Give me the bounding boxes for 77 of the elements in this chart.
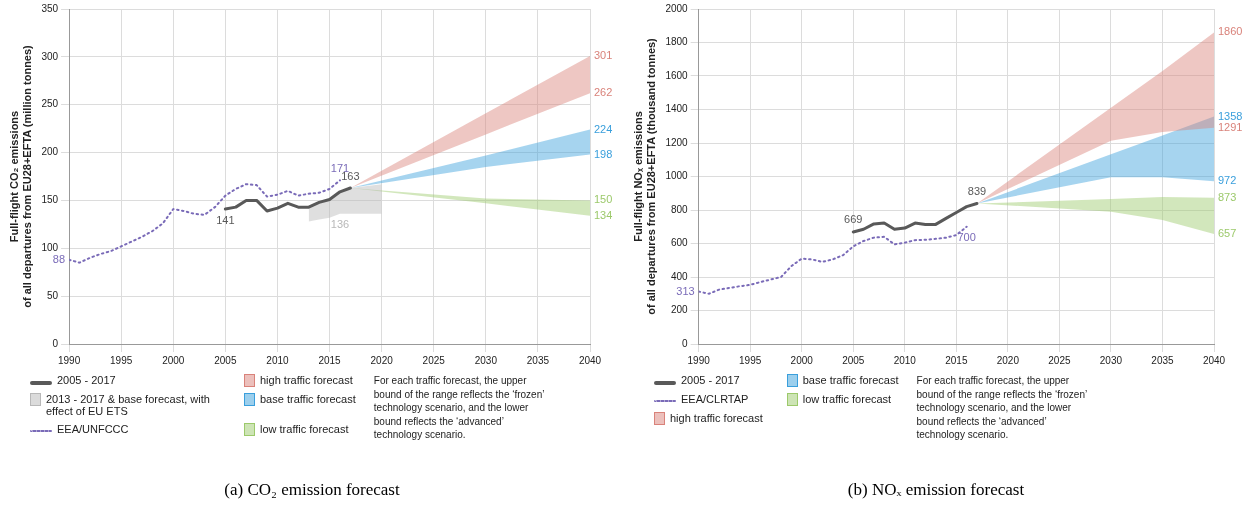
annotation: 1291: [1218, 120, 1243, 133]
legend-label: high traffic forecast: [670, 412, 763, 424]
annotation: 873: [1218, 190, 1237, 203]
y-tick-label: 800: [670, 203, 689, 215]
annotation: 313: [676, 284, 695, 297]
text: (a) CO₂ emission forecast: [223, 480, 401, 500]
annotation: 262: [594, 86, 613, 99]
annotation: 700: [957, 231, 976, 244]
annotation: 136: [330, 218, 350, 231]
x-tick-label: 2005: [842, 354, 865, 366]
y-tick-label: 300: [41, 50, 59, 62]
legend-label: 2013 - 2017 & base forecast, with effect of EU ETS: [46, 393, 211, 417]
y-tick-label: 1200: [665, 136, 689, 148]
x-tick-label: 2000: [790, 354, 814, 366]
y-axis-title: Full-flight CO₂ emissions of all departures from EU28+EFTA (million tonnes): [7, 44, 33, 308]
x-tick-label: 2040: [578, 354, 602, 366]
annotation: 88: [52, 252, 66, 265]
x-tick-label: 2035: [1151, 354, 1175, 366]
y-tick-label: 250: [41, 98, 59, 110]
y-tick-label: 1400: [665, 103, 689, 115]
x-tick-label: 2025: [422, 354, 446, 366]
x-tick-label: 2005: [214, 354, 237, 366]
annotation: 657: [1218, 226, 1237, 239]
legend-label: EEA/UNFCCC: [57, 423, 129, 435]
x-tick-label: 2000: [162, 354, 185, 366]
legend-label: 2005 - 2017: [57, 374, 116, 386]
x-tick-label: 1990: [687, 354, 711, 366]
x-tick-label: 2015: [318, 354, 342, 366]
x-tick-label: 2040: [1202, 354, 1226, 366]
y-tick-label: 200: [670, 304, 689, 316]
y-tick-label: 350: [41, 2, 59, 14]
x-tick-label: 2035: [526, 354, 550, 366]
y-tick-label: 1800: [665, 36, 689, 48]
annotation: 134: [594, 208, 613, 221]
annotation: 972: [1218, 174, 1237, 187]
legend-label: low traffic forecast: [260, 423, 349, 435]
x-tick-label: 2010: [893, 354, 917, 366]
x-tick-label: 2025: [1048, 354, 1071, 366]
y-tick-label: 0: [52, 337, 59, 349]
x-tick-label: 2030: [474, 354, 498, 366]
annotation: 150: [594, 193, 613, 206]
annotation: 1860: [1218, 25, 1243, 38]
x-tick-label: 2010: [266, 354, 290, 366]
text: For each traffic forecast, the upper bound of the range reflects the ‘frozen’ technology scenario, and the lower bound reflects the ‘advanced’ technology scenario.: [916, 374, 1088, 442]
annotation: 224: [594, 122, 613, 135]
x-tick-label: 1995: [110, 354, 133, 366]
annotation: 301: [594, 48, 613, 61]
x-tick-label: 2015: [945, 354, 968, 366]
annotation: 198: [594, 147, 613, 160]
x-tick-label: 1990: [57, 354, 81, 366]
x-tick-label: 2020: [996, 354, 1020, 366]
legend-label: base traffic forecast: [802, 374, 899, 386]
annotation: 839: [967, 185, 987, 197]
annotation: 141: [216, 213, 235, 226]
y-tick-label: 400: [670, 270, 689, 282]
legend-label: base traffic forecast: [260, 393, 356, 405]
legend-label: EEA/CLRTAP: [681, 393, 749, 405]
y-tick-label: 600: [670, 237, 689, 249]
legend-label: high traffic forecast: [260, 374, 353, 386]
text: For each traffic forecast, the upper bound of the range reflects the ‘frozen’ technology scenario, and the lower bound reflects the ‘advanced’ technology scenario.: [373, 374, 546, 442]
x-tick-label: 2030: [1099, 354, 1123, 366]
y-axis-title: Full-flight NOₓ emissions of all departures from EU28+EFTA (thousand tonnes): [631, 37, 657, 315]
x-tick-label: 2020: [370, 354, 394, 366]
annotation: 669: [844, 213, 863, 226]
y-tick-label: 100: [41, 242, 59, 254]
text: (b) NOₓ emission forecast: [846, 480, 1026, 500]
y-tick-label: 200: [41, 146, 59, 158]
y-tick-label: 2000: [665, 2, 689, 14]
y-tick-label: 1600: [665, 69, 689, 81]
y-tick-label: 50: [46, 289, 59, 301]
x-tick-label: 1995: [739, 354, 762, 366]
y-tick-label: 1000: [665, 170, 689, 182]
legend-label: low traffic forecast: [802, 393, 892, 405]
y-tick-label: 0: [682, 337, 689, 349]
y-tick-label: 150: [41, 194, 59, 206]
annotation: 1358: [1218, 109, 1243, 122]
legend-label: 2005 - 2017: [681, 374, 740, 386]
